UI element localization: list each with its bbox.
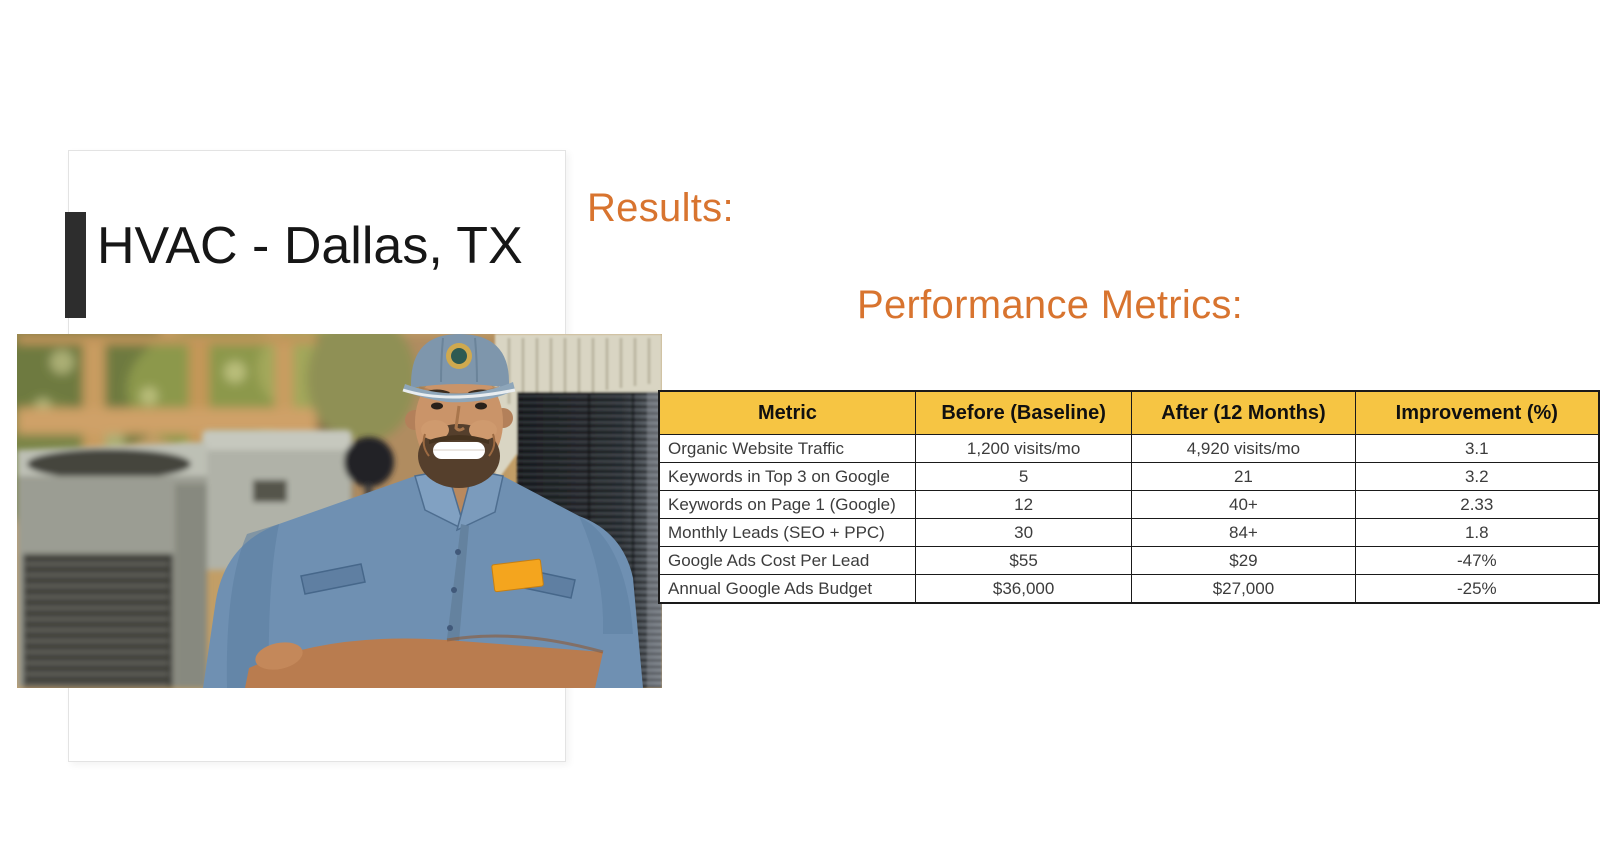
table-cell: 4,920 visits/mo — [1131, 434, 1356, 463]
table-cell: 40+ — [1131, 490, 1356, 519]
table-cell: 3.2 — [1354, 462, 1600, 491]
performance-metrics-table: Metric Before (Baseline) After (12 Month… — [658, 390, 1600, 604]
table-cell: Annual Google Ads Budget — [658, 574, 916, 604]
performance-metrics-heading: Performance Metrics: — [857, 283, 1244, 327]
table-cell: 30 — [914, 518, 1133, 547]
table-cell: 2.33 — [1354, 490, 1600, 519]
table-cell: Google Ads Cost Per Lead — [658, 546, 916, 575]
slide-title: HVAC - Dallas, TX — [97, 217, 523, 275]
table-header-improvement: Improvement (%) — [1354, 390, 1600, 435]
table-row: Google Ads Cost Per Lead $55 $29 -47% — [658, 546, 1600, 575]
table-cell: 1.8 — [1354, 518, 1600, 547]
results-heading: Results: — [587, 186, 734, 230]
table-header-metric: Metric — [658, 390, 916, 435]
table-row: Annual Google Ads Budget $36,000 $27,000… — [658, 574, 1600, 604]
table-header-before: Before (Baseline) — [914, 390, 1133, 435]
table-header-after: After (12 Months) — [1131, 390, 1356, 435]
name-badge — [491, 558, 544, 593]
crossed-arms — [245, 638, 603, 688]
table-cell: Keywords on Page 1 (Google) — [658, 490, 916, 519]
table-cell: -47% — [1354, 546, 1600, 575]
table-cell: $55 — [914, 546, 1133, 575]
table-row: Organic Website Traffic 1,200 visits/mo … — [658, 434, 1600, 463]
table-cell: Keywords in Top 3 on Google — [658, 462, 916, 491]
table-row: Monthly Leads (SEO + PPC) 30 84+ 1.8 — [658, 518, 1600, 547]
table-row: Keywords in Top 3 on Google 5 21 3.2 — [658, 462, 1600, 491]
table-cell: 1,200 visits/mo — [914, 434, 1133, 463]
table-cell: 3.1 — [1354, 434, 1600, 463]
ac-units-left — [17, 430, 407, 688]
table-cell: 12 — [914, 490, 1133, 519]
table-cell: 84+ — [1131, 518, 1356, 547]
table-header-row: Metric Before (Baseline) After (12 Month… — [658, 390, 1600, 435]
technician-photo-graphic — [17, 334, 662, 688]
technician-photo — [17, 334, 662, 688]
table-cell: $27,000 — [1131, 574, 1356, 604]
table-cell: Organic Website Traffic — [658, 434, 916, 463]
uniform-shirt — [203, 476, 643, 688]
table-cell: $29 — [1131, 546, 1356, 575]
title-accent-bar — [65, 212, 86, 318]
table-cell: 5 — [914, 462, 1133, 491]
table-row: Keywords on Page 1 (Google) 12 40+ 2.33 — [658, 490, 1600, 519]
table-cell: 21 — [1131, 462, 1356, 491]
technician — [203, 334, 643, 688]
table-cell: $36,000 — [914, 574, 1133, 604]
table-cell: Monthly Leads (SEO + PPC) — [658, 518, 916, 547]
sensor-sphere — [344, 437, 394, 487]
table-cell: -25% — [1354, 574, 1600, 604]
